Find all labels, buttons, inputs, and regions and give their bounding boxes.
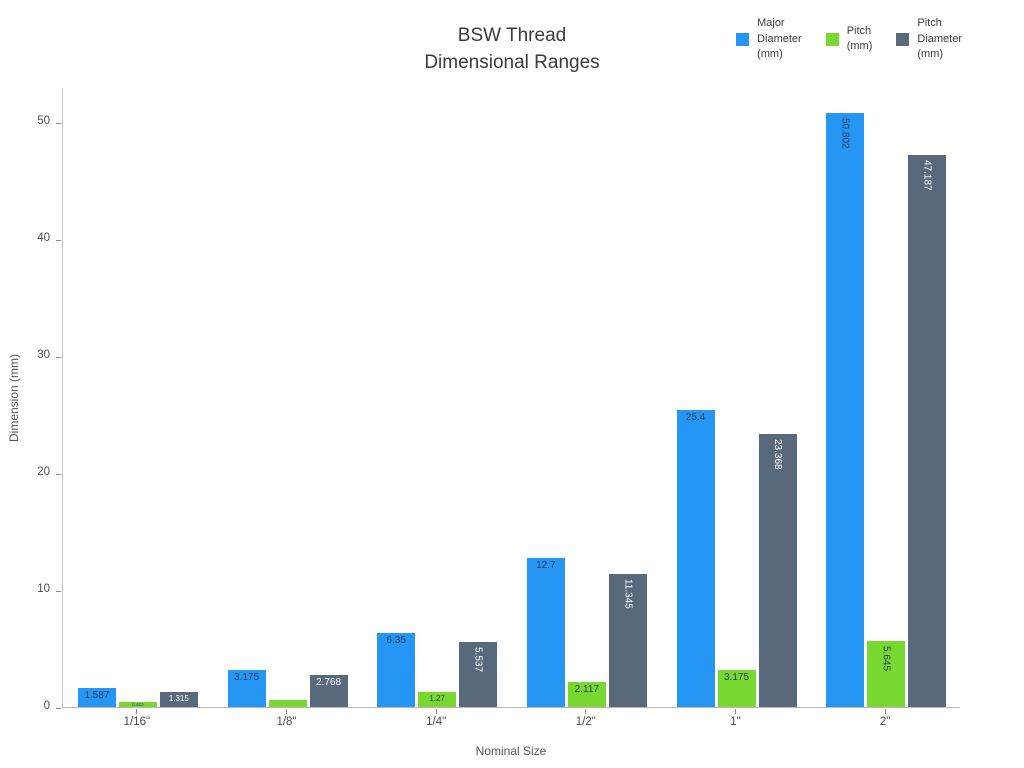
y-axis-title: Dimension (mm) [7,353,22,443]
bar-pitch-diameter-mm-1-2: 11.345 [608,574,647,707]
bar-label: 12.7 [536,560,556,572]
bar-pitch-diameter-mm-1-16: 1.315 [159,691,198,707]
legend-item-major-diameter-mm[interactable]: Major Diameter (mm) [736,16,802,63]
bar-label: 3.175 [233,671,260,683]
bar-pitch-diameter-mm-1-8: 2.768 [309,674,348,707]
plot-area: 1.587 3.175 6.35 12.7 25.4 50.802 0.423 1.27 2.1… [62,88,960,708]
x-tick-mark [585,709,587,714]
y-tick-mark [56,356,61,358]
bar-major-diameter-mm-2: 50.802 [826,112,865,707]
bar-label: 1.315 [168,693,189,703]
bar-label: 0.423 [132,702,144,708]
x-tick-mark [286,709,287,714]
y-axis-title-wrap: Dimension (mm) [2,88,26,708]
legend-label: Major Diameter (mm) [757,17,802,60]
bar-label: 5.645 [880,645,892,671]
bar-major-diameter-mm-1-8: 3.175 [227,669,266,707]
legend-color-swatch [896,32,910,46]
y-tick-label: 50 [37,115,50,128]
x-tick-mark [136,709,138,714]
x-axis-title: Nominal Size [475,744,547,758]
bar-pitch-mm-2: 5.645 [867,640,906,707]
legend-label: Pitch Diameter (mm) [917,17,962,60]
x-tick-label: 1/8" [276,716,297,728]
bar-major-diameter-mm-1-16: 1.587 [77,688,116,707]
y-tick-label: 30 [37,349,50,362]
bar-major-diameter-mm-1-2: 12.7 [526,558,565,707]
bar-label: 47.187 [921,160,933,191]
y-tick-mark [56,122,61,124]
x-tick-label: 2" [879,716,891,728]
chart-title: BSW Thread Dimensional Ranges [424,25,600,73]
bar-label: 23.368 [772,438,783,470]
bar-pitch-mm-1-2: 2.117 [567,682,606,707]
legend: Major Diameter (mm) Pitch (mm) Pitch Diame… [736,16,962,63]
bar-pitch-mm-1-4: 1.27 [418,692,457,707]
y-tick-label: 40 [37,232,50,245]
y-tick-mark [56,707,61,709]
bar-label: 1.27 [429,694,445,704]
y-tick-label: 20 [37,466,50,479]
bar-major-diameter-mm-1-4: 6.35 [377,632,416,707]
bar-label: 5.537 [472,647,484,673]
bar-label: 2.117 [574,684,599,696]
x-tick-label: 1/2" [575,716,596,728]
x-tick-mark [735,709,736,714]
bar-label: 11.345 [622,579,634,610]
bar-pitch-diameter-mm-2: 47.187 [908,155,947,707]
x-tick-mark [435,709,437,714]
legend-item-pitch-mm[interactable]: Pitch (mm) [825,24,873,55]
y-tick-label: 10 [37,583,50,596]
bar-label: 6.35 [386,634,406,646]
x-tick-label: 1" [730,716,741,728]
bar-pitch-diameter-mm-1-4: 5.537 [459,642,498,707]
bar-pitch-diameter-mm-1: 23.368 [758,433,797,707]
bar-label: 25.4 [685,411,706,423]
x-tick-label: 1/16" [123,716,151,728]
bar-pitch-mm-1-16: 0.423 [118,702,157,707]
bar-label: 50.802 [839,117,851,149]
bar-major-diameter-mm-1: 25.4 [676,409,715,707]
x-tick-mark [884,709,886,714]
legend-color-swatch [736,32,750,46]
y-tick-mark [56,590,61,592]
legend-color-swatch [825,32,839,46]
y-tick-mark [56,239,61,241]
bar-label: 1.587 [84,690,110,702]
x-tick-label: 1/4" [426,716,447,728]
legend-label: Pitch (mm) [846,24,873,53]
bar-pitch-mm-1: 3.175 [717,669,756,707]
bar-pitch-mm-1-8 [268,699,307,707]
bar-label: 2.768 [315,676,342,688]
y-tick-label: 0 [43,700,50,712]
y-tick-mark [56,473,61,475]
legend-item-pitch-diameter-mm[interactable]: Pitch Diameter (mm) [896,16,962,63]
bar-label: 3.175 [723,671,750,683]
